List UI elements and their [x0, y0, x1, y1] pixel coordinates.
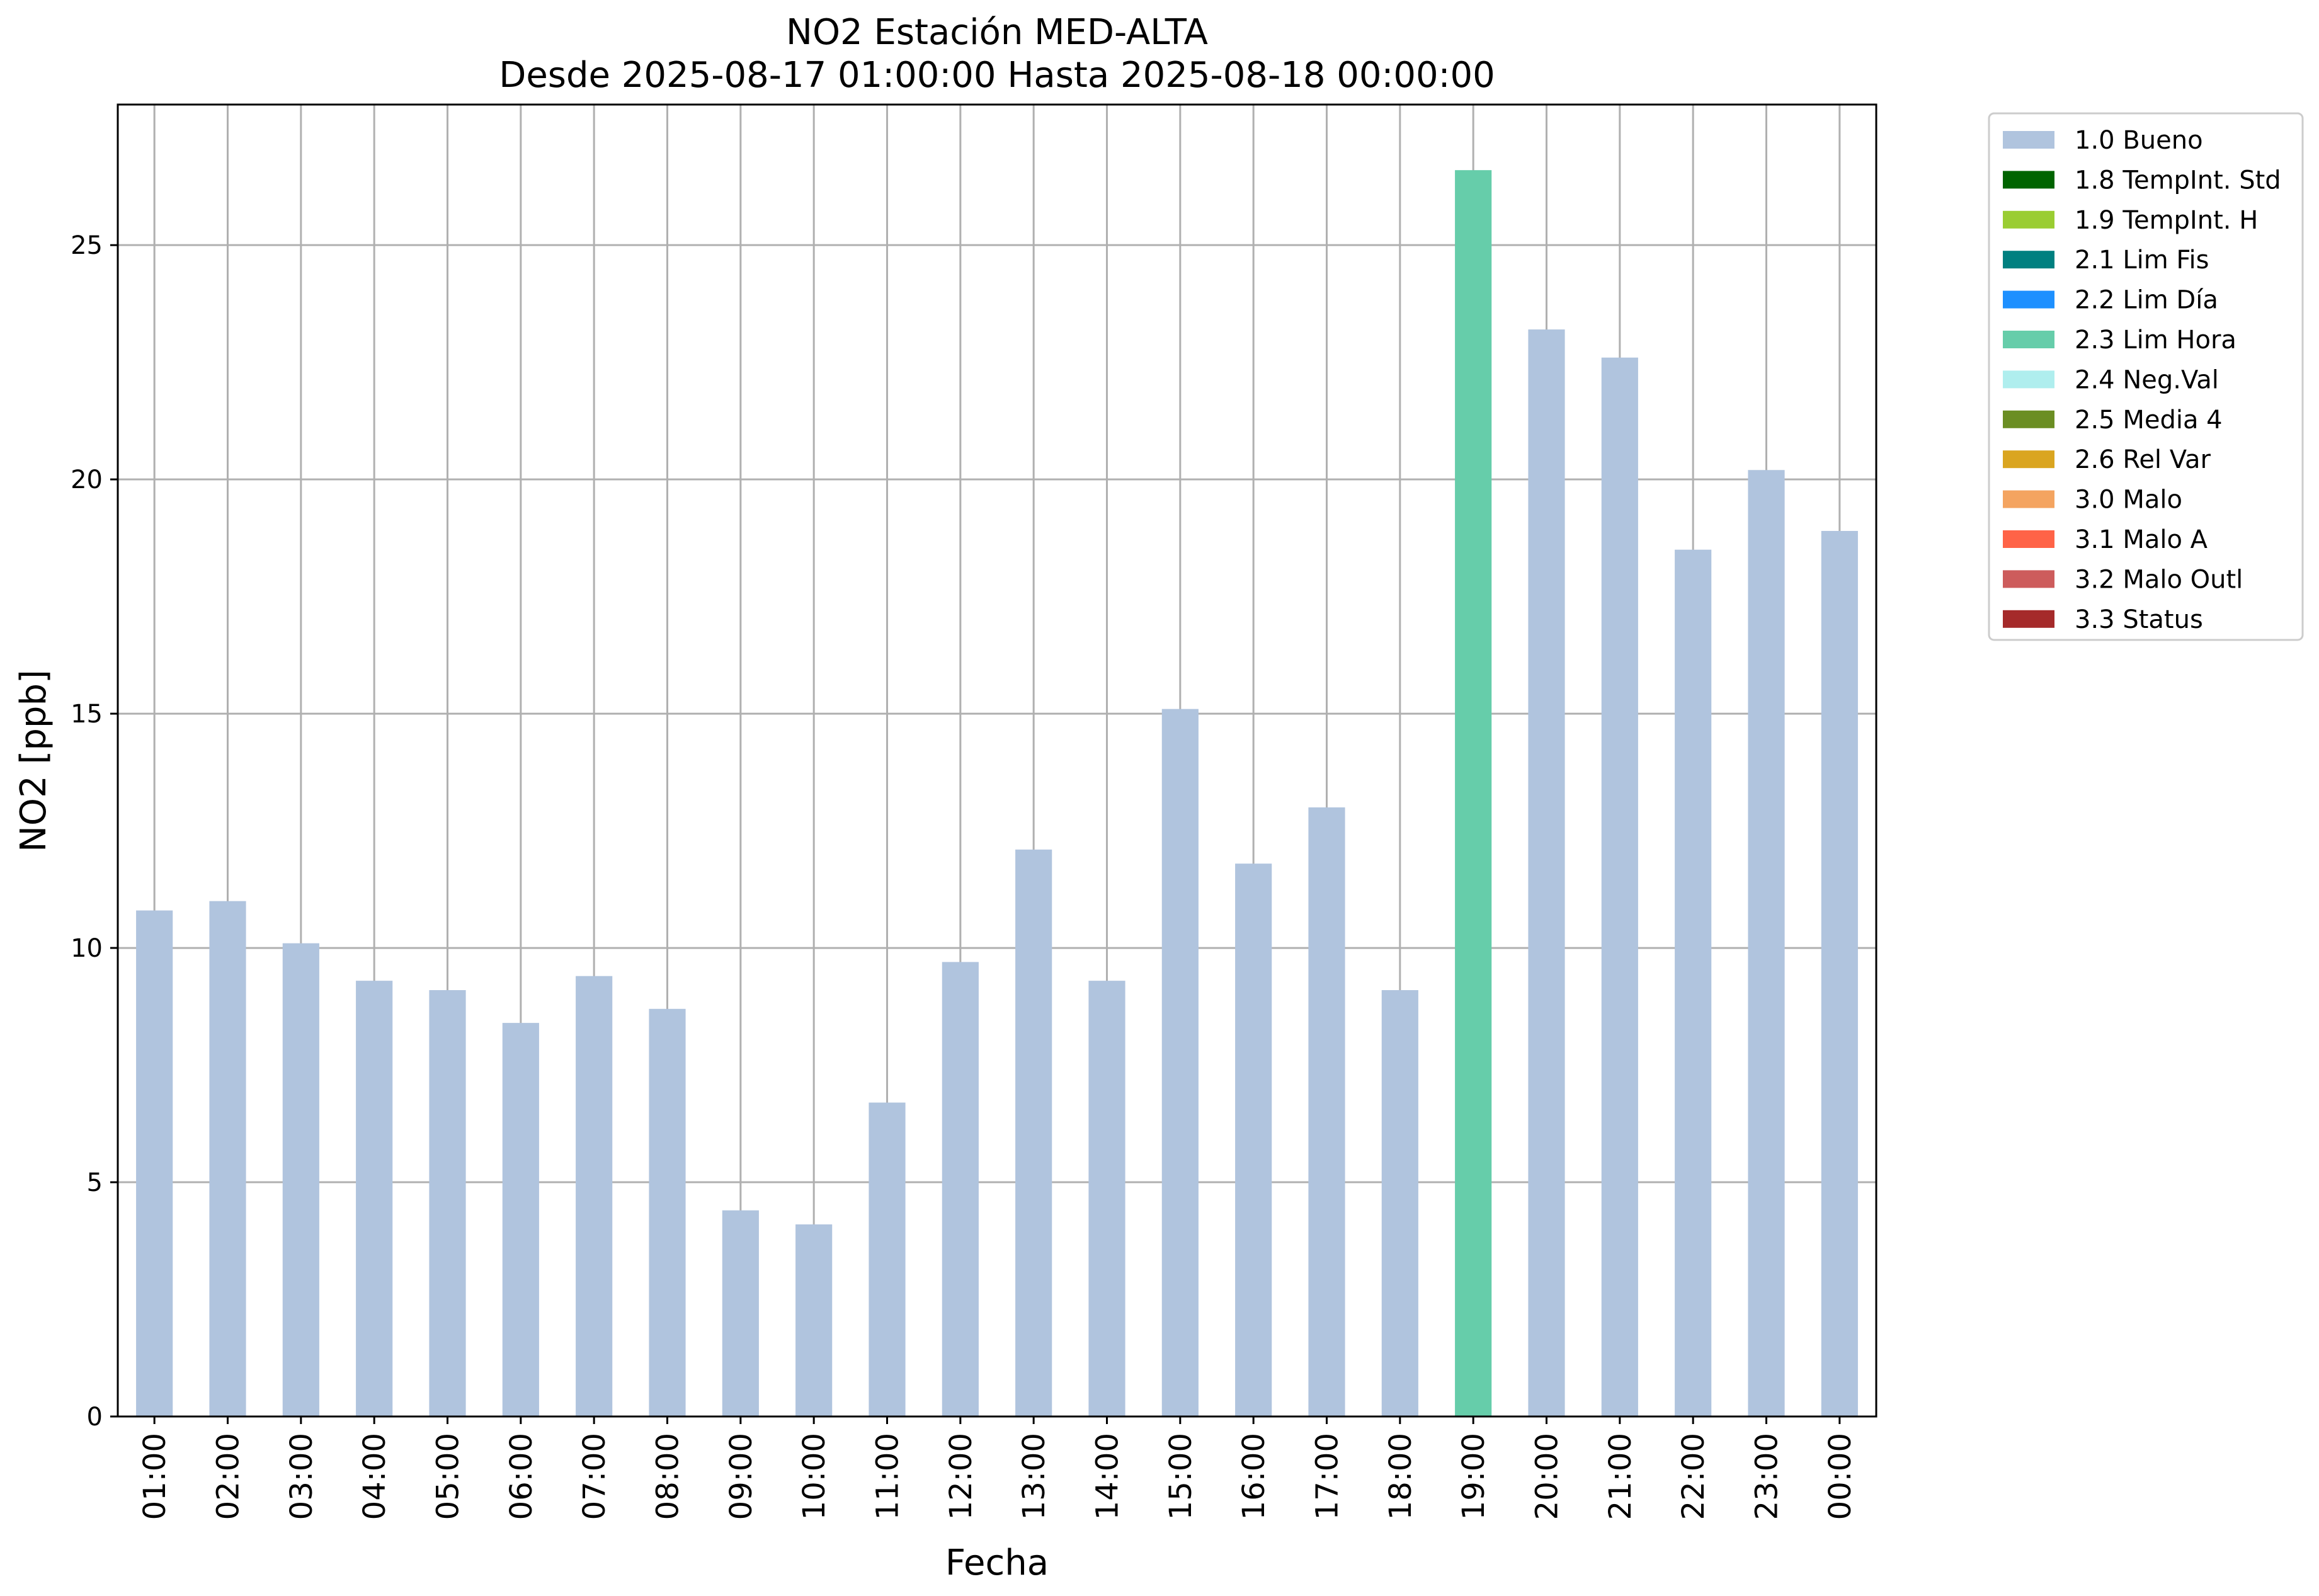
- y-axis-label: NO2 [ppb]: [13, 670, 54, 852]
- y-tick-label: 20: [71, 465, 103, 494]
- bar-00:00: [1821, 530, 1858, 1416]
- legend-swatch: [2003, 370, 2054, 389]
- bar-18:00: [1381, 990, 1418, 1416]
- legend-label: 3.1 Malo A: [2075, 525, 2208, 554]
- legend-swatch: [2003, 171, 2054, 189]
- legend-label: 2.2 Lim Día: [2075, 286, 2218, 315]
- legend-label: 2.3 Lim Hora: [2075, 326, 2236, 355]
- legend-label: 3.0 Malo: [2075, 486, 2182, 515]
- x-tick-label: 06:00: [504, 1433, 539, 1520]
- x-axis-label: Fecha: [945, 1542, 1049, 1583]
- legend-label: 1.9 TempInt. H: [2075, 206, 2258, 235]
- bar-06:00: [502, 1023, 539, 1416]
- x-tick-label: 10:00: [797, 1433, 832, 1520]
- legend-label: 2.5 Media 4: [2075, 406, 2223, 435]
- bar-23:00: [1748, 470, 1785, 1416]
- x-tick-label: 14:00: [1090, 1433, 1125, 1520]
- bar-05:00: [429, 990, 466, 1416]
- chart-title: NO2 Estación MED-ALTA: [786, 12, 1208, 53]
- legend-swatch: [2003, 251, 2054, 269]
- x-tick-label: 23:00: [1750, 1433, 1785, 1520]
- bar-19:00: [1455, 170, 1492, 1416]
- legend-frame: [1988, 112, 2304, 641]
- bar-07:00: [576, 976, 613, 1416]
- bar-12:00: [942, 962, 979, 1416]
- y-tick-label: 25: [71, 231, 103, 260]
- legend-label: 2.6 Rel Var: [2075, 445, 2211, 474]
- bar-17:00: [1308, 807, 1345, 1416]
- bar-01:00: [136, 910, 173, 1416]
- x-tick-label: 11:00: [870, 1433, 906, 1520]
- legend-swatch: [2003, 530, 2054, 548]
- legend-swatch: [2003, 290, 2054, 309]
- bar-13:00: [1015, 849, 1052, 1416]
- bar-14:00: [1088, 981, 1125, 1416]
- y-tick-label: 5: [87, 1168, 103, 1197]
- x-tick-label: 22:00: [1676, 1433, 1711, 1520]
- bar-02:00: [209, 901, 246, 1416]
- y-tick-label: 0: [87, 1403, 103, 1432]
- bar-09:00: [722, 1210, 759, 1416]
- bar-10:00: [795, 1224, 833, 1416]
- chart-subtitle: Desde 2025-08-17 01:00:00 Hasta 2025-08-…: [499, 55, 1495, 96]
- bar-20:00: [1528, 329, 1565, 1416]
- x-tick-label: 16:00: [1236, 1433, 1272, 1520]
- legend-label: 2.1 Lim Fis: [2075, 246, 2209, 275]
- x-tick-label: 01:00: [137, 1433, 173, 1520]
- legend-swatch: [2003, 410, 2054, 428]
- legend-swatch: [2003, 570, 2054, 588]
- legend-swatch: [2003, 131, 2054, 149]
- y-tick-label: 15: [71, 700, 103, 729]
- x-tick-label: 12:00: [943, 1433, 979, 1520]
- x-tick-label: 09:00: [724, 1433, 759, 1520]
- bar-11:00: [869, 1102, 906, 1416]
- bars: [136, 170, 1858, 1416]
- legend-swatch: [2003, 450, 2054, 469]
- legend-swatch: [2003, 331, 2054, 348]
- x-tick-label: 18:00: [1383, 1433, 1418, 1520]
- x-tick-label: 00:00: [1823, 1433, 1858, 1520]
- x-tick-label: 03:00: [284, 1433, 319, 1520]
- x-tick-label: 05:00: [431, 1433, 466, 1520]
- x-tick-label: 08:00: [651, 1433, 686, 1520]
- legend: 1.0 Bueno 1.8 TempInt. Std 1.9 TempInt. H 2…: [1988, 112, 2304, 641]
- x-tick-label: 19:00: [1456, 1433, 1491, 1520]
- x-tick-label: 07:00: [577, 1433, 612, 1520]
- bar-15:00: [1161, 709, 1199, 1416]
- bar-04:00: [356, 981, 393, 1416]
- legend-label: 3.3 Status: [2075, 605, 2203, 634]
- y-tick-label: 10: [71, 934, 103, 963]
- x-tick-label: 15:00: [1163, 1433, 1199, 1520]
- legend-swatch: [2003, 610, 2054, 628]
- plot-area-frame: [117, 103, 1877, 1418]
- bar-03:00: [282, 943, 319, 1416]
- x-tick-label: 02:00: [211, 1433, 246, 1520]
- legend-label: 3.2 Malo Outl: [2075, 565, 2243, 594]
- bar-08:00: [649, 1008, 686, 1416]
- x-axis-ticks: 01:00 02:00 03:00 04:00 05:00 06:00 07:00 08:00…: [137, 1416, 1858, 1520]
- legend-swatch: [2003, 210, 2054, 229]
- bar-21:00: [1601, 357, 1638, 1416]
- x-tick-label: 17:00: [1310, 1433, 1345, 1520]
- bar-22:00: [1675, 549, 1712, 1416]
- x-tick-label: 13:00: [1017, 1433, 1052, 1520]
- y-axis-ticks: 0 5 10 15 20 25: [71, 231, 118, 1432]
- bar-16:00: [1235, 864, 1272, 1416]
- legend-label: 1.0 Bueno: [2075, 126, 2203, 155]
- legend-label: 1.8 TempInt. Std: [2075, 166, 2281, 195]
- legend-swatch: [2003, 490, 2054, 508]
- legend-label: 2.4 Neg.Val: [2075, 365, 2219, 394]
- x-tick-label: 21:00: [1603, 1433, 1638, 1520]
- x-tick-label: 04:00: [357, 1433, 392, 1520]
- x-tick-label: 20:00: [1530, 1433, 1565, 1520]
